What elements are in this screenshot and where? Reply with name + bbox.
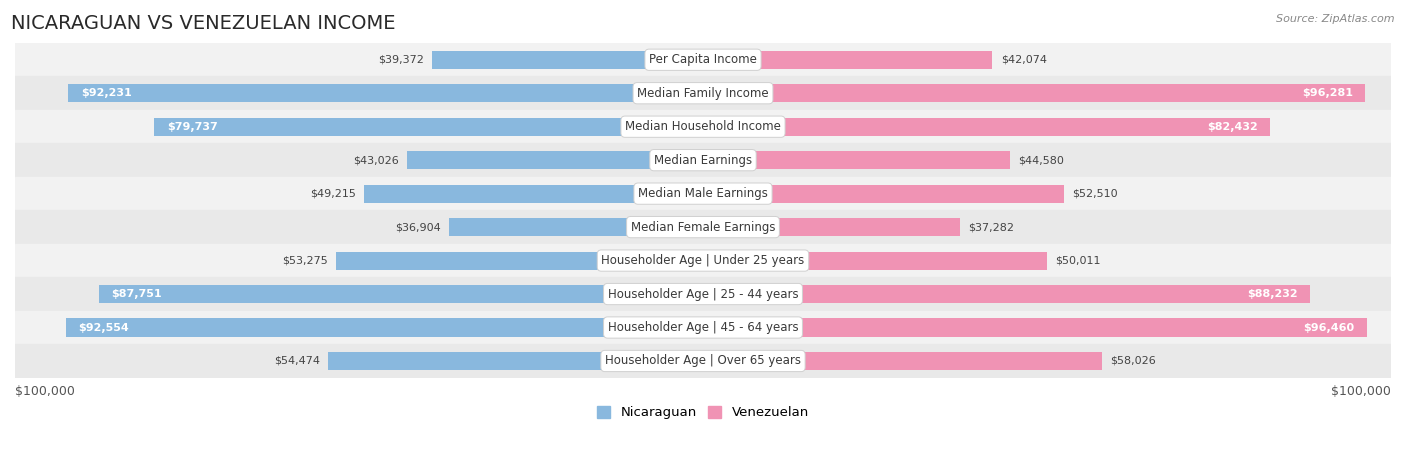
Bar xyxy=(703,352,1102,370)
Text: $42,074: $42,074 xyxy=(1001,55,1046,65)
Bar xyxy=(15,110,1391,143)
Text: $79,737: $79,737 xyxy=(167,122,218,132)
Bar xyxy=(69,84,703,102)
Text: Householder Age | Over 65 years: Householder Age | Over 65 years xyxy=(605,354,801,368)
Text: $100,000: $100,000 xyxy=(15,385,75,398)
Bar xyxy=(15,143,1391,177)
Bar xyxy=(100,285,703,303)
Text: $52,510: $52,510 xyxy=(1073,189,1118,198)
Bar xyxy=(364,184,703,203)
Bar xyxy=(703,218,959,236)
Text: $50,011: $50,011 xyxy=(1056,255,1101,266)
Text: $54,474: $54,474 xyxy=(274,356,321,366)
Bar xyxy=(15,77,1391,110)
Bar xyxy=(449,218,703,236)
Text: $88,232: $88,232 xyxy=(1247,289,1298,299)
Text: $53,275: $53,275 xyxy=(283,255,328,266)
Bar xyxy=(15,311,1391,344)
Text: $92,231: $92,231 xyxy=(80,88,132,98)
Text: $36,904: $36,904 xyxy=(395,222,441,232)
Text: $92,554: $92,554 xyxy=(79,323,129,333)
Text: Median Family Income: Median Family Income xyxy=(637,87,769,100)
Text: Householder Age | Under 25 years: Householder Age | Under 25 years xyxy=(602,254,804,267)
Bar xyxy=(15,210,1391,244)
Bar xyxy=(703,118,1270,136)
Bar xyxy=(15,344,1391,378)
Bar xyxy=(703,151,1010,169)
Text: Source: ZipAtlas.com: Source: ZipAtlas.com xyxy=(1277,14,1395,24)
Bar xyxy=(155,118,703,136)
Text: Median Household Income: Median Household Income xyxy=(626,120,780,133)
Bar xyxy=(328,352,703,370)
Bar xyxy=(15,177,1391,210)
Bar xyxy=(703,84,1365,102)
Bar xyxy=(15,277,1391,311)
Text: $43,026: $43,026 xyxy=(353,155,399,165)
Bar xyxy=(66,318,703,337)
Text: Median Female Earnings: Median Female Earnings xyxy=(631,220,775,234)
Bar xyxy=(406,151,703,169)
Bar xyxy=(703,51,993,69)
Legend: Nicaraguan, Venezuelan: Nicaraguan, Venezuelan xyxy=(592,401,814,425)
Bar xyxy=(703,285,1310,303)
Text: $37,282: $37,282 xyxy=(967,222,1014,232)
Text: $58,026: $58,026 xyxy=(1111,356,1156,366)
Text: NICARAGUAN VS VENEZUELAN INCOME: NICARAGUAN VS VENEZUELAN INCOME xyxy=(11,14,395,33)
Bar xyxy=(15,244,1391,277)
Bar xyxy=(336,252,703,269)
Text: $39,372: $39,372 xyxy=(378,55,423,65)
Text: $100,000: $100,000 xyxy=(1331,385,1391,398)
Bar xyxy=(432,51,703,69)
Bar xyxy=(703,252,1047,269)
Text: Householder Age | 45 - 64 years: Householder Age | 45 - 64 years xyxy=(607,321,799,334)
Bar xyxy=(703,184,1064,203)
Text: Per Capita Income: Per Capita Income xyxy=(650,53,756,66)
Text: $96,460: $96,460 xyxy=(1303,323,1354,333)
Text: Householder Age | 25 - 44 years: Householder Age | 25 - 44 years xyxy=(607,288,799,301)
Text: $82,432: $82,432 xyxy=(1206,122,1258,132)
Text: $49,215: $49,215 xyxy=(311,189,356,198)
Text: Median Earnings: Median Earnings xyxy=(654,154,752,167)
Text: $96,281: $96,281 xyxy=(1302,88,1353,98)
Bar xyxy=(15,43,1391,77)
Bar xyxy=(703,318,1367,337)
Text: Median Male Earnings: Median Male Earnings xyxy=(638,187,768,200)
Text: $44,580: $44,580 xyxy=(1018,155,1064,165)
Text: $87,751: $87,751 xyxy=(111,289,162,299)
